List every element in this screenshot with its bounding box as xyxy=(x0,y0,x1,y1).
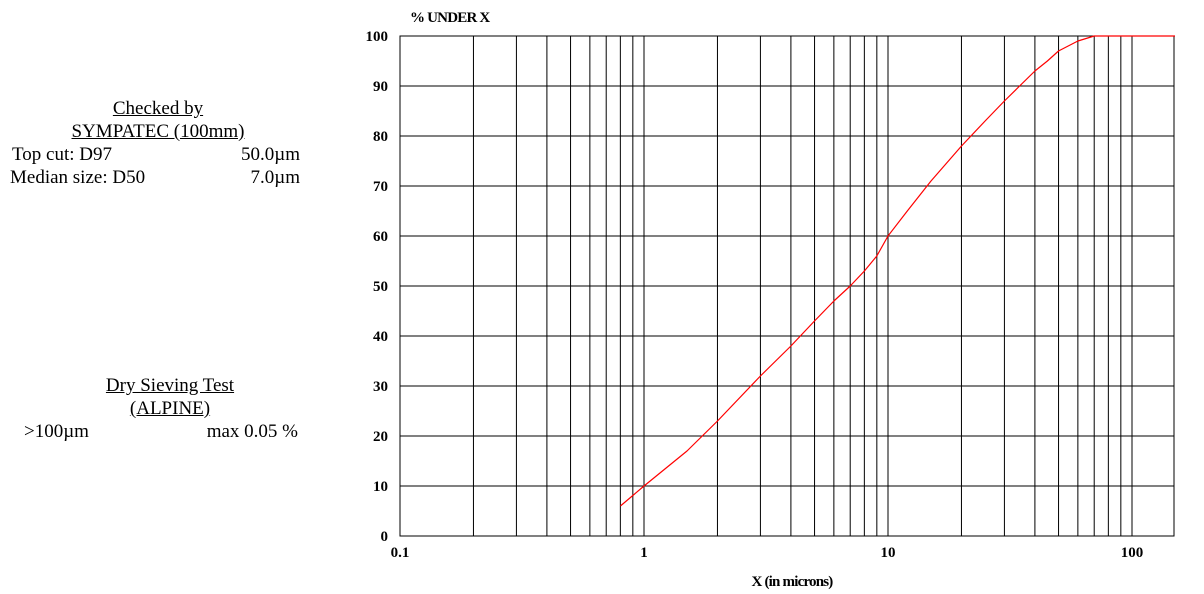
y-tick-label: 60 xyxy=(373,229,388,245)
y-tick-label: 10 xyxy=(373,479,388,495)
sieve-row: >100µm max 0.05 % xyxy=(0,420,310,443)
dry-sieving-block: Dry Sieving Test (ALPINE) >100µm max 0.0… xyxy=(0,374,310,443)
y-axis-label: % UNDER X xyxy=(410,10,490,26)
sieve-limit: max 0.05 % xyxy=(206,421,298,442)
x-tick-label: 100 xyxy=(1121,545,1144,561)
chart-series xyxy=(620,35,1175,507)
chart-ticks: 0 10 20 30 40 50 60 70 80 90 100 0.1 1 10 100 xyxy=(366,29,1144,561)
y-tick-label: 80 xyxy=(373,129,388,145)
sieve-size: >100µm xyxy=(24,421,89,442)
chart-grid xyxy=(399,35,1175,537)
top-cut-label: Top cut: D97 xyxy=(12,144,112,165)
y-tick-label: 100 xyxy=(366,29,389,45)
y-tick-label: 90 xyxy=(373,79,388,95)
y-tick-label: 30 xyxy=(373,379,388,395)
x-tick-label: 1 xyxy=(640,545,648,561)
y-tick-label: 20 xyxy=(373,429,388,445)
x-tick-label: 10 xyxy=(881,545,896,561)
top-cut-value: 50.0µm xyxy=(241,144,300,165)
x-axis-label: X (in microns) xyxy=(751,574,833,590)
series-line xyxy=(620,35,1175,507)
plot-frame xyxy=(399,35,1175,537)
top-cut-row: Top cut: D97 50.0µm xyxy=(0,143,304,166)
median-label: Median size: D50 xyxy=(10,167,146,188)
checked-by-heading: Checked by xyxy=(112,98,204,119)
y-tick-label: 0 xyxy=(381,529,389,545)
y-tick-label: 70 xyxy=(373,179,388,195)
dry-sieving-instrument: (ALPINE) xyxy=(129,398,211,419)
median-value: 7.0µm xyxy=(250,167,300,188)
median-row: Median size: D50 7.0µm xyxy=(0,166,304,189)
y-tick-label: 40 xyxy=(373,329,388,345)
checked-by-block: Checked by SYMPATEC (100mm) Top cut: D97… xyxy=(0,97,304,189)
y-tick-label: 50 xyxy=(373,279,388,295)
x-tick-label: 0.1 xyxy=(391,545,410,561)
dry-sieving-heading: Dry Sieving Test xyxy=(105,375,235,396)
checked-by-instrument: SYMPATEC (100mm) xyxy=(71,121,245,142)
